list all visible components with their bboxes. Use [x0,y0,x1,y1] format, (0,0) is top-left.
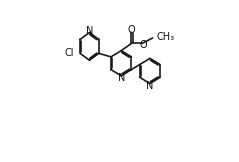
Text: O: O [128,25,135,35]
Text: Cl: Cl [64,48,74,58]
Text: N: N [146,81,154,91]
Text: CH₃: CH₃ [156,32,174,42]
Text: O: O [140,40,147,50]
Text: N: N [118,73,125,83]
Text: N: N [86,26,93,36]
